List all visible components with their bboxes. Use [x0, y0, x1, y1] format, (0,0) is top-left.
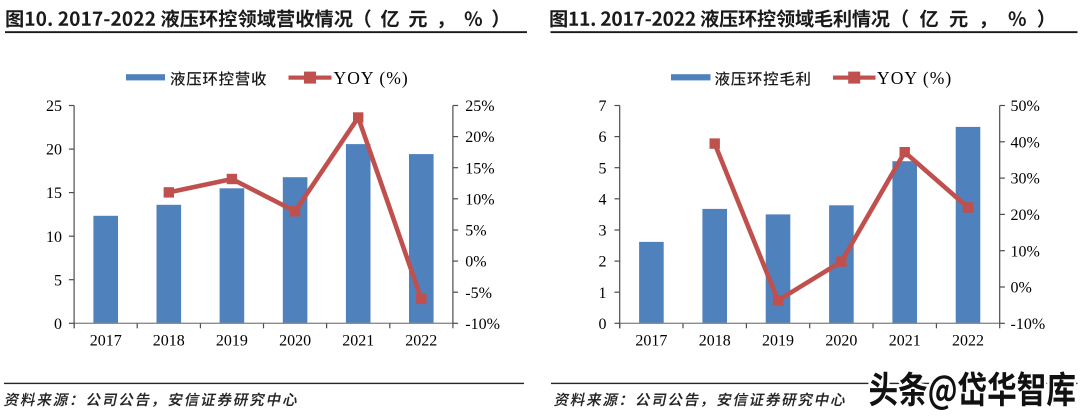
svg-text:0%: 0%: [465, 254, 486, 271]
svg-text:20: 20: [46, 142, 62, 159]
svg-text:YOY (%): YOY (%): [877, 68, 952, 88]
svg-text:2019: 2019: [762, 333, 794, 350]
svg-text:2017: 2017: [90, 333, 122, 350]
svg-text:0: 0: [599, 316, 607, 333]
svg-text:-10%: -10%: [465, 316, 500, 333]
svg-text:2020: 2020: [279, 333, 311, 350]
svg-text:7: 7: [599, 98, 607, 115]
svg-text:40%: 40%: [1011, 134, 1040, 151]
svg-text:2022: 2022: [952, 333, 984, 350]
svg-text:0: 0: [54, 316, 62, 333]
svg-text:2021: 2021: [342, 333, 374, 350]
svg-text:25: 25: [46, 98, 62, 115]
svg-text:2018: 2018: [153, 333, 185, 350]
svg-text:25%: 25%: [465, 98, 494, 115]
svg-text:3: 3: [599, 223, 607, 240]
svg-text:2018: 2018: [699, 333, 731, 350]
svg-text:20%: 20%: [1011, 207, 1040, 224]
svg-text:2022: 2022: [405, 333, 437, 350]
svg-text:15%: 15%: [465, 160, 494, 177]
svg-text:0%: 0%: [1011, 280, 1032, 297]
svg-text:2017: 2017: [635, 333, 667, 350]
svg-text:15: 15: [46, 185, 62, 202]
svg-text:5%: 5%: [465, 223, 486, 240]
svg-text:-10%: -10%: [1011, 316, 1046, 333]
svg-text:1: 1: [599, 285, 607, 302]
svg-text:5: 5: [599, 160, 607, 177]
svg-text:-5%: -5%: [465, 285, 492, 302]
svg-text:10: 10: [46, 229, 62, 246]
svg-text:4: 4: [599, 191, 607, 208]
svg-text:5: 5: [54, 272, 62, 289]
svg-text:2020: 2020: [825, 333, 857, 350]
svg-text:6: 6: [599, 129, 607, 146]
svg-text:10%: 10%: [1011, 243, 1040, 260]
svg-text:10%: 10%: [465, 191, 494, 208]
svg-text:YOY (%): YOY (%): [334, 68, 409, 88]
svg-text:2: 2: [599, 254, 607, 271]
svg-text:30%: 30%: [1011, 171, 1040, 188]
svg-text:50%: 50%: [1011, 98, 1040, 115]
svg-text:20%: 20%: [465, 129, 494, 146]
svg-text:2019: 2019: [216, 333, 248, 350]
svg-text:2021: 2021: [889, 333, 921, 350]
